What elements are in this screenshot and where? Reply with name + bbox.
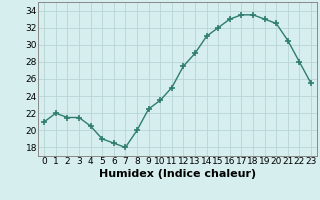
X-axis label: Humidex (Indice chaleur): Humidex (Indice chaleur) (99, 169, 256, 179)
